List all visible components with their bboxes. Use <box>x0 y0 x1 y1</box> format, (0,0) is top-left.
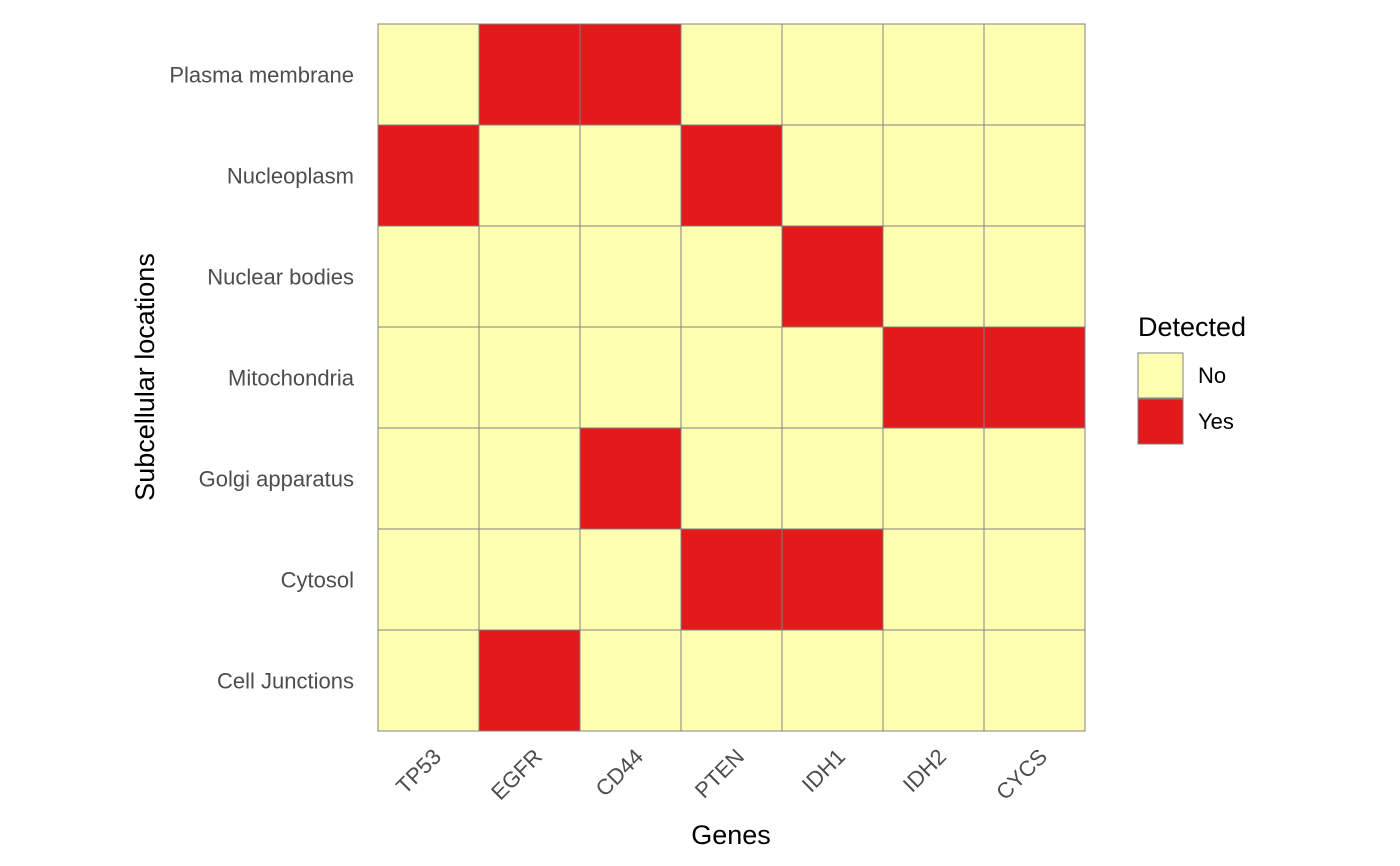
cell-golgi-apparatus-idh2 <box>882 427 985 530</box>
y-axis-title: Subcellular locations <box>130 253 160 501</box>
cell-golgi-apparatus-tp53 <box>377 427 480 530</box>
cell-nuclear-bodies-idh2 <box>882 225 985 328</box>
cell-mitochondria-cd44 <box>579 326 682 429</box>
cell-plasma-membrane-egfr <box>478 23 581 126</box>
cell-nucleoplasm-idh2 <box>882 124 985 227</box>
legend: Detected No Yes <box>1137 312 1246 445</box>
x-tick-labels: TP53 EGFR CD44 PTEN IDH1 IDH2 CYCS <box>391 744 1052 805</box>
cell-mitochondria-idh1 <box>781 326 884 429</box>
cell-cell-junctions-idh1 <box>781 629 884 732</box>
cell-nuclear-bodies-tp53 <box>377 225 480 328</box>
y-tick-label: Nuclear bodies <box>207 265 354 290</box>
y-tick-label: Cytosol <box>281 568 354 593</box>
legend-items: No Yes <box>1137 352 1234 445</box>
x-axis-title: Genes <box>691 820 771 850</box>
cell-golgi-apparatus-cycs <box>983 427 1086 530</box>
x-tick-label: PTEN <box>690 744 749 803</box>
x-tick-label: EGFR <box>486 744 547 805</box>
cell-cytosol-pten <box>680 528 783 631</box>
cell-plasma-membrane-cycs <box>983 23 1086 126</box>
x-tick-label: IDH1 <box>797 744 850 797</box>
cell-nuclear-bodies-cd44 <box>579 225 682 328</box>
cell-plasma-membrane-pten <box>680 23 783 126</box>
cell-cell-junctions-egfr <box>478 629 581 732</box>
cell-cytosol-idh1 <box>781 528 884 631</box>
y-tick-label: Cell Junctions <box>217 669 354 694</box>
cell-cytosol-cd44 <box>579 528 682 631</box>
heatmap-cells <box>377 23 1086 732</box>
y-tick-label: Nucleoplasm <box>227 164 354 189</box>
cell-mitochondria-tp53 <box>377 326 480 429</box>
cell-nucleoplasm-idh1 <box>781 124 884 227</box>
cell-golgi-apparatus-egfr <box>478 427 581 530</box>
cell-mitochondria-egfr <box>478 326 581 429</box>
legend-title: Detected <box>1138 312 1246 342</box>
cell-cytosol-idh2 <box>882 528 985 631</box>
y-tick-label: Plasma membrane <box>169 63 354 88</box>
y-tick-label: Golgi apparatus <box>199 467 354 492</box>
cell-golgi-apparatus-cd44 <box>579 427 682 530</box>
legend-label-yes: Yes <box>1198 409 1234 434</box>
y-tick-labels: Plasma membrane Nucleoplasm Nuclear bodies… <box>169 63 354 694</box>
cell-nuclear-bodies-pten <box>680 225 783 328</box>
legend-key-no <box>1137 352 1184 399</box>
cell-mitochondria-idh2 <box>882 326 985 429</box>
cell-nucleoplasm-tp53 <box>377 124 480 227</box>
cell-mitochondria-pten <box>680 326 783 429</box>
cell-cell-junctions-pten <box>680 629 783 732</box>
cell-golgi-apparatus-pten <box>680 427 783 530</box>
x-tick-label: IDH2 <box>898 744 951 797</box>
cell-mitochondria-cycs <box>983 326 1086 429</box>
cell-nucleoplasm-pten <box>680 124 783 227</box>
cell-nucleoplasm-cycs <box>983 124 1086 227</box>
legend-key-yes <box>1137 398 1184 445</box>
cell-nucleoplasm-egfr <box>478 124 581 227</box>
cell-plasma-membrane-tp53 <box>377 23 480 126</box>
cell-cytosol-tp53 <box>377 528 480 631</box>
cell-nuclear-bodies-egfr <box>478 225 581 328</box>
x-tick-label: CD44 <box>591 744 648 801</box>
cell-plasma-membrane-idh1 <box>781 23 884 126</box>
x-tick-label: CYCS <box>991 744 1052 805</box>
cell-cell-junctions-cd44 <box>579 629 682 732</box>
cell-nucleoplasm-cd44 <box>579 124 682 227</box>
cell-plasma-membrane-idh2 <box>882 23 985 126</box>
cell-cell-junctions-idh2 <box>882 629 985 732</box>
x-tick-label: TP53 <box>391 744 446 799</box>
legend-label-no: No <box>1198 363 1226 388</box>
y-tick-label: Mitochondria <box>228 366 355 391</box>
cell-cell-junctions-tp53 <box>377 629 480 732</box>
cell-cell-junctions-cycs <box>983 629 1086 732</box>
cell-nuclear-bodies-cycs <box>983 225 1086 328</box>
cell-nuclear-bodies-idh1 <box>781 225 884 328</box>
cell-cytosol-egfr <box>478 528 581 631</box>
cell-golgi-apparatus-idh1 <box>781 427 884 530</box>
cell-plasma-membrane-cd44 <box>579 23 682 126</box>
cell-cytosol-cycs <box>983 528 1086 631</box>
